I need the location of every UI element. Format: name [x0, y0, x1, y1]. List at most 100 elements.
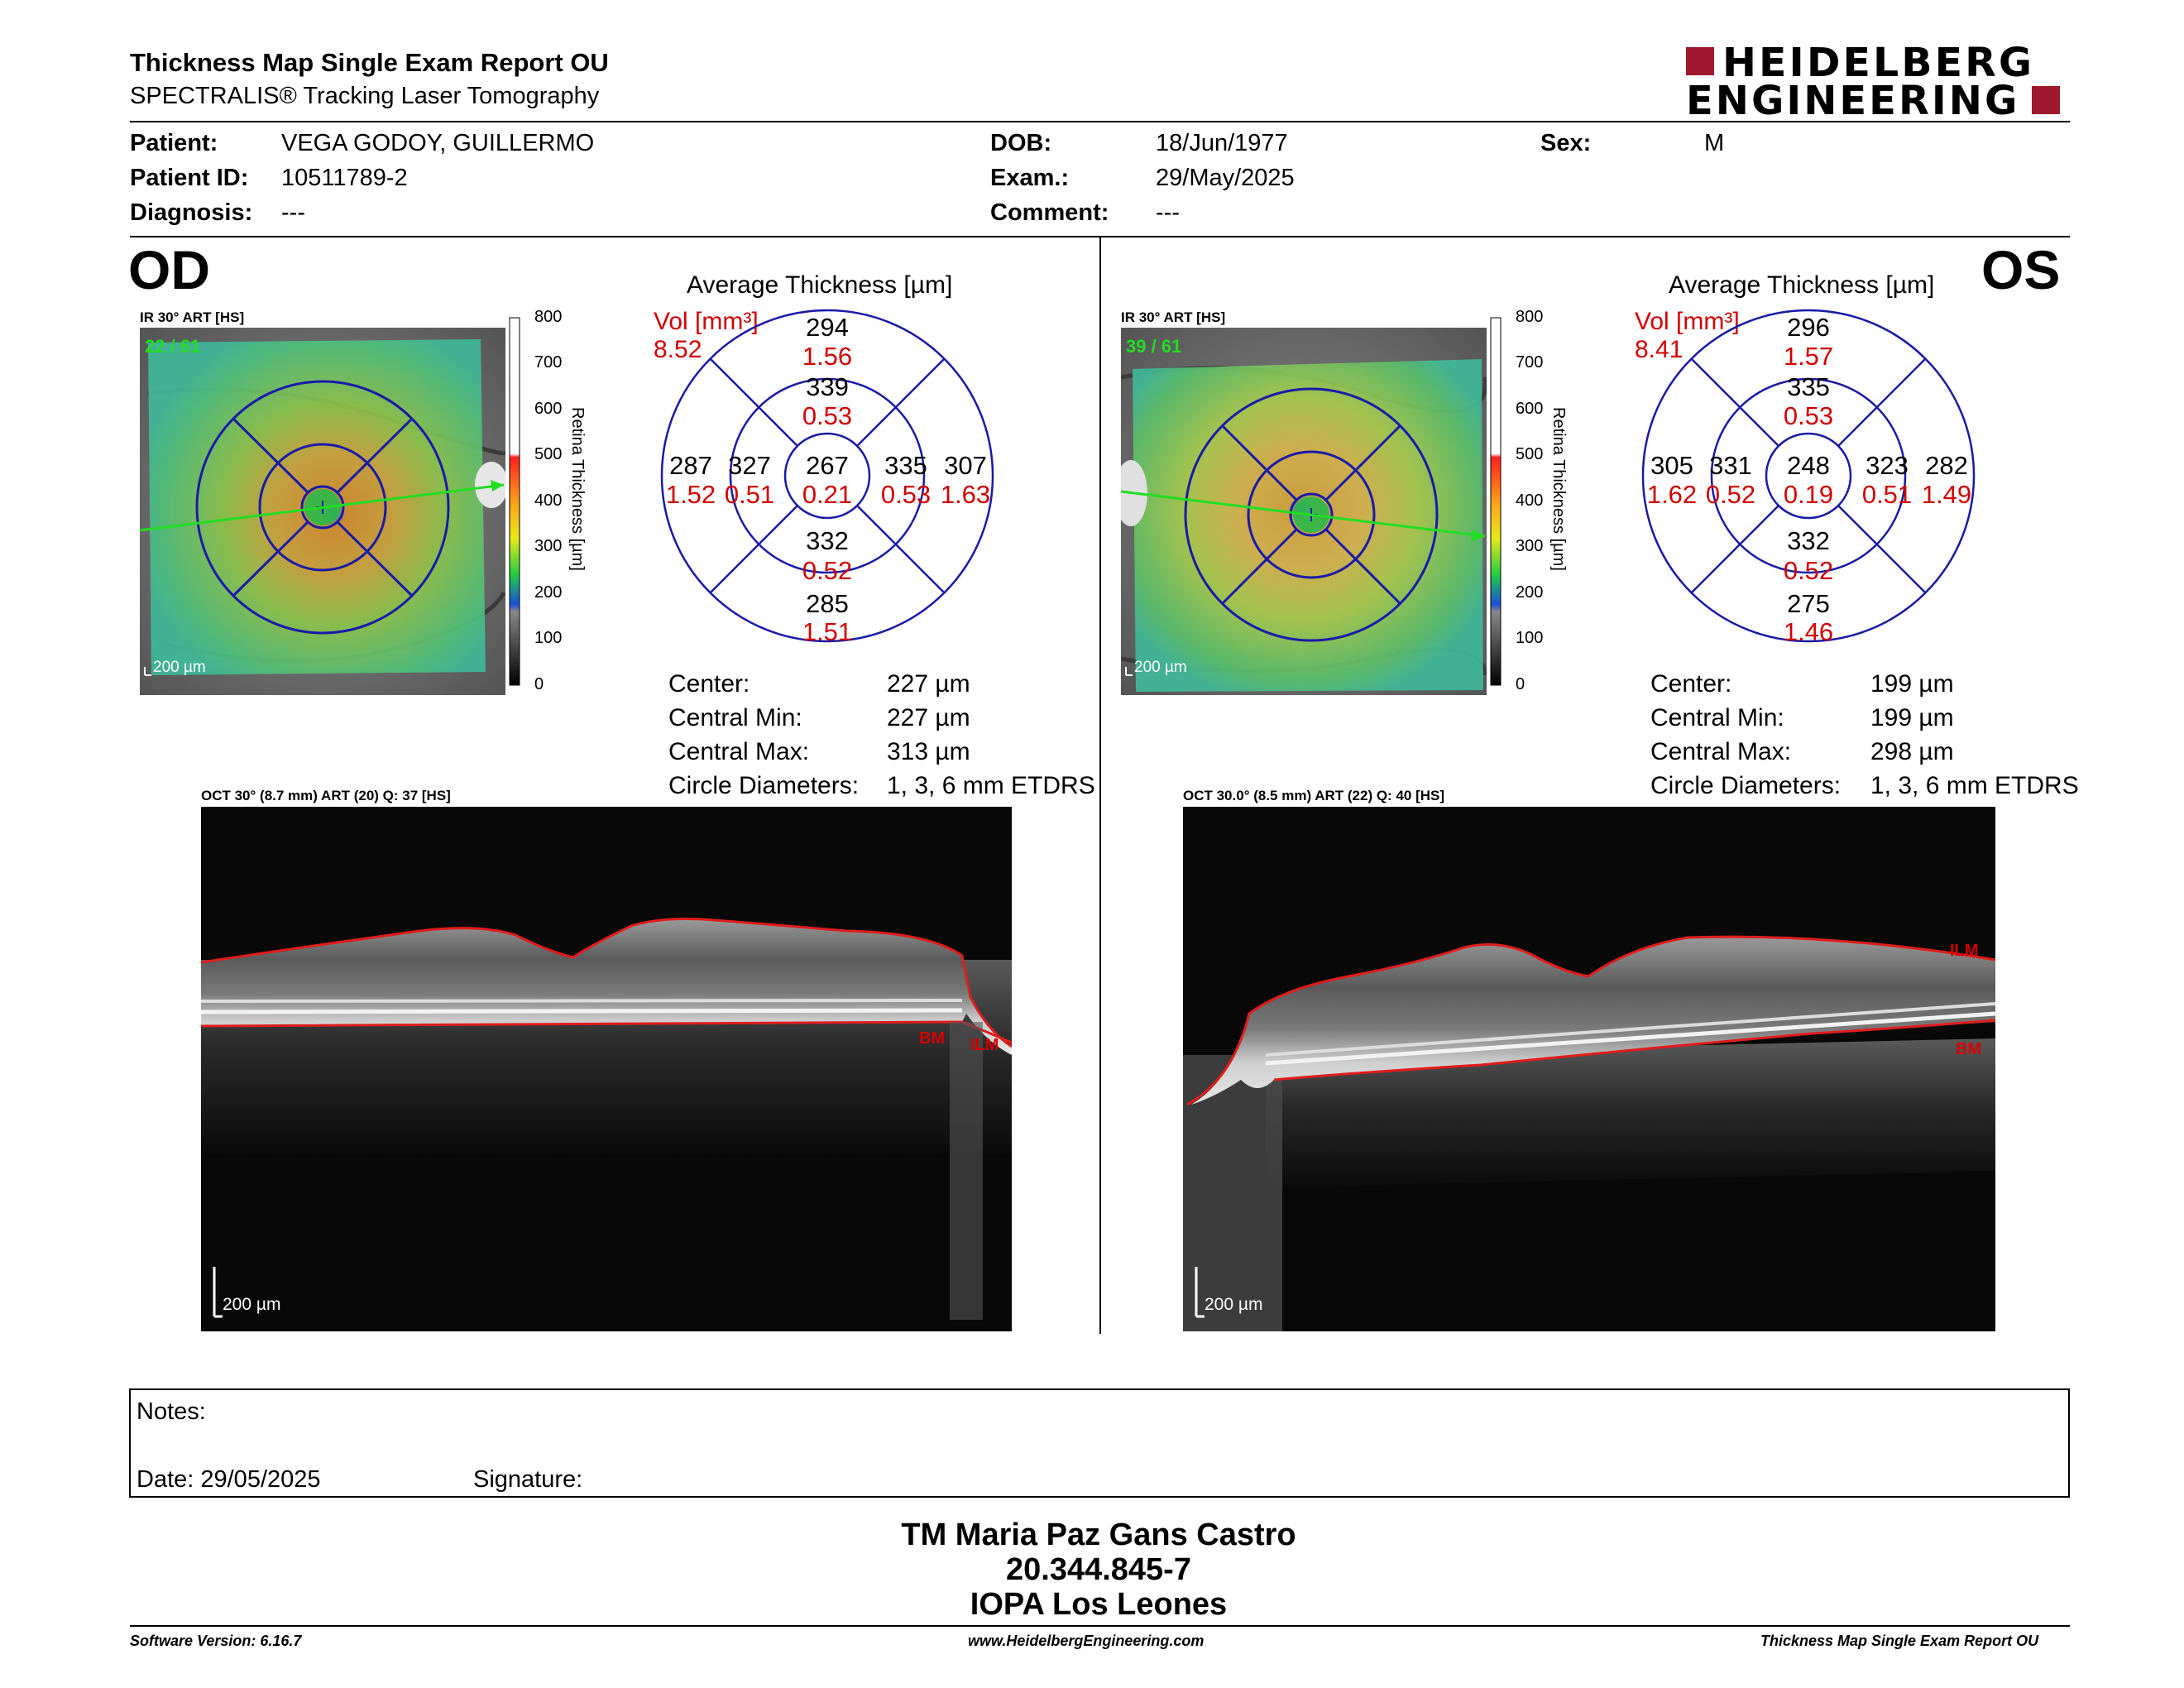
od-bm-label: BM [919, 1029, 945, 1048]
od-oct-scale: 200 µm [223, 1295, 280, 1314]
os-center-thickness: 248 [1787, 451, 1830, 480]
os-tick-300: 300 [1516, 537, 1544, 555]
od-oct-bscan: BM ILM 200 µm [201, 807, 1012, 1331]
os-center-label: Center: [1650, 670, 1732, 698]
os-tick-400: 400 [1516, 492, 1544, 510]
sex-label: Sex: [1540, 130, 1592, 156]
od-ir-label: IR 30° ART [HS] [140, 309, 245, 325]
os-inner-left-thickness: 331 [1709, 451, 1752, 480]
dob-label: DOB: [990, 130, 1052, 156]
os-tick-0: 0 [1516, 675, 1525, 693]
signoff-name: TM Maria Paz Gans Castro [901, 1518, 1296, 1552]
os-vol-value: 8.41 [1635, 336, 1684, 363]
os-colorbar-ticks: 800 700 600 500 400 300 200 100 0 [1512, 308, 1578, 705]
od-avg-title: Average Thickness [µm] [687, 271, 953, 299]
od-outer-bottom-volume: 1.51 [802, 617, 852, 645]
od-inner-right-volume: 0.53 [881, 480, 931, 509]
os-diam-value: 1, 3, 6 mm ETDRS [1870, 772, 2079, 799]
logo-text-engineering: ENGINEERING [1686, 78, 2020, 124]
os-inner-right-volume: 0.51 [1862, 480, 1912, 509]
od-outer-left-volume: 1.52 [666, 480, 716, 509]
comment-label: Comment: [990, 199, 1109, 226]
od-inner-top-thickness: 339 [806, 372, 849, 401]
os-oct-bscan: ILM BM 200 µm [1183, 807, 1995, 1331]
od-inner-left-thickness: 327 [728, 451, 771, 480]
od-outer-right-volume: 1.63 [941, 480, 990, 509]
od-diam-label: Circle Diameters: [668, 772, 860, 799]
od-cmin-value: 227 µm [887, 704, 970, 731]
notes-label: Notes: [136, 1398, 206, 1425]
od-inner-right-thickness: 335 [884, 451, 927, 480]
os-cmin-label: Central Min: [1650, 704, 1784, 731]
od-inner-bottom-thickness: 332 [806, 526, 849, 555]
patient-id: 10511789-2 [281, 165, 408, 191]
od-tick-800: 800 [534, 308, 563, 326]
os-ilm-label: ILM [1950, 942, 1978, 960]
os-inner-bottom-volume: 0.52 [1784, 556, 1833, 585]
report-subtitle: SPECTRALIS® Tracking Laser Tomography [130, 83, 600, 109]
os-avg-title: Average Thickness [µm] [1669, 271, 1935, 299]
os-diam-label: Circle Diameters: [1650, 772, 1842, 799]
os-outer-right-thickness: 282 [1925, 451, 1968, 480]
exam-label: Exam.: [990, 165, 1070, 191]
od-diam-value: 1, 3, 6 mm ETDRS [887, 772, 1095, 799]
od-colorbar-title: Retina Thickness [µm] [568, 407, 587, 571]
os-oct-label: OCT 30.0° (8.5 mm) ART (22) Q: 40 [HS] [1183, 788, 1445, 803]
notes-signature: Signature: [473, 1466, 583, 1493]
signoff-institution: IOPA Los Leones [970, 1587, 1228, 1622]
od-outer-top-volume: 1.56 [802, 342, 852, 371]
os-vol-label: Vol [mm³] [1635, 308, 1740, 335]
od-inner-bottom-volume: 0.52 [802, 556, 852, 585]
os-outer-top-thickness: 296 [1787, 313, 1830, 342]
od-tick-600: 600 [534, 400, 563, 418]
od-ir-scale: 200 µm [153, 659, 206, 676]
notes-date: Date: 29/05/2025 [136, 1466, 321, 1493]
logo-square-bottom [2032, 86, 2060, 114]
os-inner-left-volume: 0.52 [1706, 480, 1755, 509]
od-tick-0: 0 [534, 675, 544, 693]
os-eye-label: OS [1981, 239, 2061, 300]
od-tick-300: 300 [534, 537, 563, 555]
os-ir-count: 39 / 61 [1126, 336, 1181, 357]
od-tick-400: 400 [534, 492, 563, 510]
od-cmax-value: 313 µm [887, 738, 970, 765]
patient-divider [130, 236, 2070, 237]
od-colorbar [509, 317, 520, 686]
logo-text-heidelberg: HEIDELBERG [1722, 40, 2035, 86]
od-vol-label: Vol [mm³] [654, 308, 759, 335]
od-ilm-label: ILM [970, 1036, 999, 1054]
os-ir-fundus-image: 39 / 61 200 µm [1121, 328, 1487, 695]
os-cmax-label: Central Max: [1650, 738, 1792, 765]
os-outer-left-thickness: 305 [1650, 451, 1693, 480]
od-center-volume: 0.21 [802, 480, 852, 509]
os-inner-top-thickness: 335 [1787, 372, 1830, 401]
od-cmin-label: Central Min: [668, 704, 802, 731]
diagnosis-label: Diagnosis: [130, 199, 253, 226]
notes-box: Notes: Date: 29/05/2025 Signature: [129, 1388, 2070, 1498]
patient-id-label: Patient ID: [130, 165, 249, 191]
patient-label: Patient: [130, 130, 218, 156]
od-colorbar-ticks: 800 700 600 500 400 300 200 100 0 [531, 308, 597, 705]
od-inner-top-volume: 0.53 [802, 401, 852, 430]
footer-report-name: Thickness Map Single Exam Report OU [1760, 1633, 2039, 1649]
os-bm-label: BM [1956, 1040, 1981, 1058]
footer-divider [130, 1625, 2070, 1627]
os-cmin-value: 199 µm [1870, 704, 1954, 731]
od-vol-value: 8.52 [654, 336, 702, 363]
logo-square-top [1686, 47, 1714, 75]
os-oct-scale: 200 µm [1205, 1295, 1262, 1314]
heidelberg-logo: HEIDELBERG ENGINEERING [1686, 40, 2068, 124]
od-ir-count: 22 / 61 [145, 336, 200, 357]
od-eye-label: OD [128, 239, 210, 300]
od-center-thickness: 267 [806, 451, 849, 480]
od-outer-right-thickness: 307 [944, 451, 987, 480]
od-etdrs-grid: 294 1.56 339 0.53 287 1.52 327 0.51 267 … [660, 309, 994, 645]
dob-value: 18/Jun/1977 [1156, 130, 1288, 156]
footer-software-version: Software Version: 6.16.7 [130, 1633, 302, 1649]
od-tick-100: 100 [534, 629, 563, 647]
od-outer-left-thickness: 287 [669, 451, 712, 480]
os-tick-100: 100 [1516, 629, 1544, 647]
os-outer-bottom-volume: 1.46 [1784, 617, 1833, 645]
os-cmax-value: 298 µm [1870, 738, 1954, 765]
os-ir-scale: 200 µm [1134, 659, 1187, 676]
